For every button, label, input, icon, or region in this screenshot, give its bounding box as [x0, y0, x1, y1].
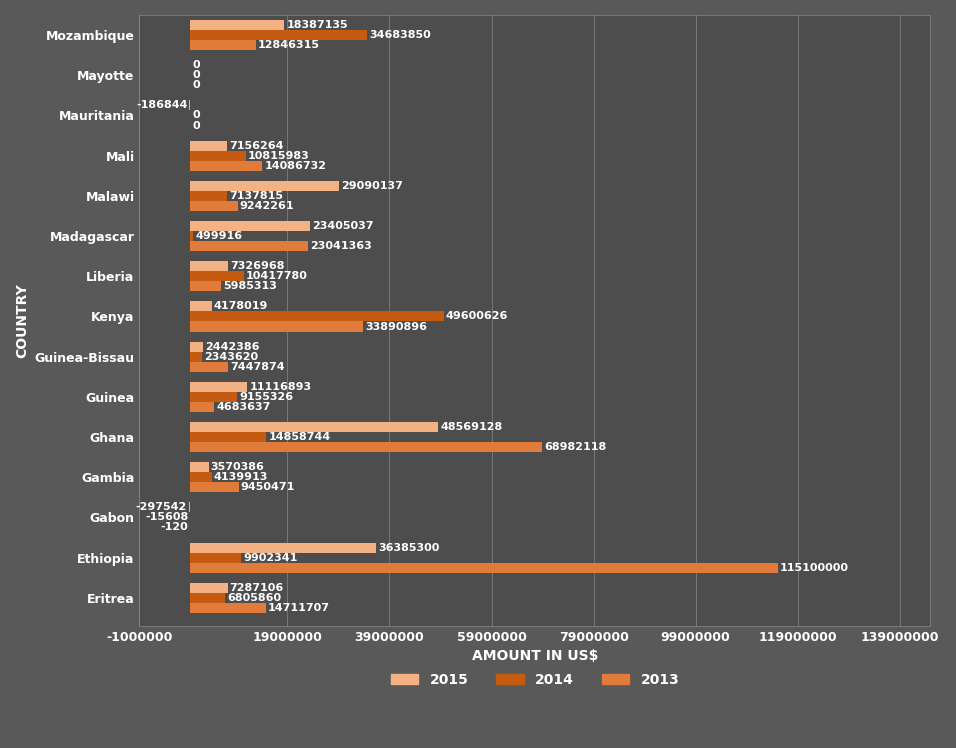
Text: 14858744: 14858744 [269, 432, 331, 442]
Text: 49600626: 49600626 [445, 311, 508, 322]
Legend: 2015, 2014, 2013: 2015, 2014, 2013 [385, 667, 684, 693]
Bar [190, 381, 248, 392]
Text: 0: 0 [192, 111, 200, 120]
Bar [190, 281, 221, 291]
Text: 0: 0 [192, 120, 200, 131]
Bar [190, 231, 193, 241]
Bar [190, 272, 244, 281]
Bar [190, 20, 284, 30]
Text: 115100000: 115100000 [780, 562, 849, 573]
Text: 7447874: 7447874 [230, 362, 285, 372]
Text: 2343620: 2343620 [205, 352, 258, 361]
Bar [190, 542, 376, 553]
Bar [190, 191, 227, 201]
Text: 7326968: 7326968 [229, 261, 284, 272]
Text: 7156264: 7156264 [229, 141, 284, 150]
Text: 7137815: 7137815 [228, 191, 283, 201]
Bar [190, 241, 308, 251]
Bar [190, 432, 267, 442]
Text: 10417780: 10417780 [246, 272, 308, 281]
Bar [190, 221, 310, 231]
Text: 9155326: 9155326 [239, 392, 293, 402]
Bar [190, 583, 228, 592]
Text: 7287106: 7287106 [229, 583, 284, 592]
Bar [190, 392, 237, 402]
Text: -186844: -186844 [136, 100, 187, 111]
Text: 499916: 499916 [195, 231, 242, 241]
Bar [190, 40, 256, 50]
Bar [189, 503, 190, 512]
Bar [190, 261, 228, 272]
Text: -297542: -297542 [136, 503, 186, 512]
Bar [190, 150, 246, 161]
Text: 0: 0 [192, 70, 200, 80]
Text: 4178019: 4178019 [214, 301, 269, 311]
Bar [190, 342, 203, 352]
Text: 14086732: 14086732 [265, 161, 326, 171]
Text: -120: -120 [161, 522, 188, 533]
Text: 68982118: 68982118 [545, 442, 607, 452]
X-axis label: AMOUNT IN US$: AMOUNT IN US$ [471, 649, 598, 663]
Text: 34683850: 34683850 [369, 30, 431, 40]
Text: 4683637: 4683637 [216, 402, 271, 412]
Bar [190, 311, 444, 322]
Bar [190, 181, 339, 191]
Text: 9902341: 9902341 [243, 553, 297, 562]
Bar [190, 472, 211, 482]
Bar [190, 562, 778, 573]
Bar [190, 422, 438, 432]
Text: 9450471: 9450471 [241, 482, 295, 492]
Text: 36385300: 36385300 [379, 542, 440, 553]
Text: 18387135: 18387135 [287, 20, 348, 30]
Bar [190, 30, 367, 40]
Text: 33890896: 33890896 [365, 322, 427, 331]
Bar [190, 592, 226, 603]
Text: 9242261: 9242261 [240, 201, 294, 211]
Text: 6805860: 6805860 [228, 593, 281, 603]
Text: 12846315: 12846315 [258, 40, 320, 50]
Bar [190, 322, 363, 331]
Text: 4139913: 4139913 [213, 472, 268, 482]
Text: 3570386: 3570386 [210, 462, 265, 472]
Y-axis label: COUNTRY: COUNTRY [15, 283, 29, 358]
Text: 5985313: 5985313 [223, 281, 277, 291]
Text: 23405037: 23405037 [312, 221, 374, 231]
Text: 0: 0 [192, 61, 200, 70]
Text: 14711707: 14711707 [268, 603, 330, 613]
Text: 23041363: 23041363 [310, 241, 372, 251]
Bar [190, 352, 203, 362]
Text: 11116893: 11116893 [250, 381, 312, 392]
Bar [190, 141, 227, 150]
Text: 48569128: 48569128 [441, 422, 503, 432]
Bar [190, 362, 228, 372]
Bar [190, 442, 542, 452]
Bar [190, 402, 214, 412]
Text: 29090137: 29090137 [341, 181, 402, 191]
Text: 10815983: 10815983 [248, 150, 310, 161]
Text: -15608: -15608 [145, 512, 188, 522]
Bar [190, 482, 239, 492]
Bar [190, 161, 262, 171]
Bar [190, 201, 238, 211]
Text: 0: 0 [192, 80, 200, 91]
Bar [190, 301, 212, 311]
Text: 2442386: 2442386 [205, 342, 259, 352]
Bar [190, 462, 208, 472]
Bar [190, 553, 241, 562]
Bar [190, 603, 266, 613]
